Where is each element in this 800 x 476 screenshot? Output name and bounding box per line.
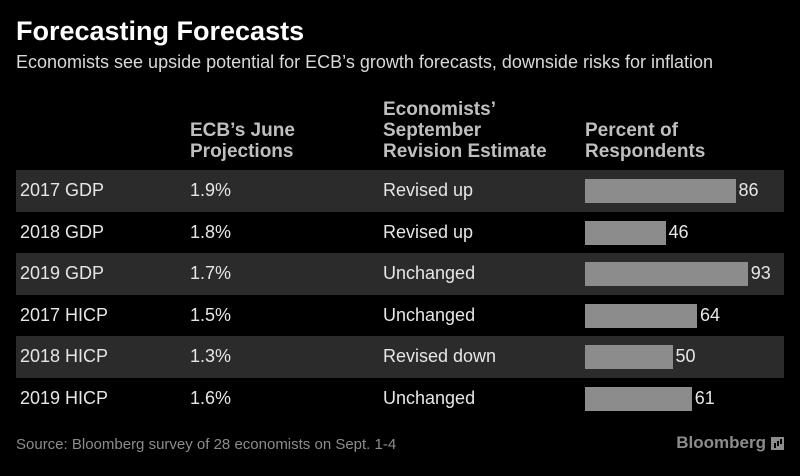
revision-estimate: Unchanged — [383, 387, 476, 408]
column-header-percent: Percent of Respondents — [585, 120, 706, 162]
projection-value: 1.3% — [190, 346, 232, 366]
bar-chart-icon — [771, 436, 784, 450]
source-note: Source: Bloomberg survey of 28 economist… — [16, 436, 397, 453]
row-label: 2018 HICP — [20, 346, 109, 366]
table-row: 2019 HICP 1.6% Unchanged 61 — [16, 378, 784, 420]
revision-estimate: Revised down — [383, 346, 497, 366]
chart-subtitle: Economists see upside potential for ECB’… — [16, 52, 713, 72]
percent-data-label: 86 — [738, 180, 759, 200]
percent-bar — [585, 303, 697, 328]
projection-value: 1.6% — [190, 387, 232, 408]
row-label: 2017 GDP — [20, 180, 105, 200]
percent-data-label: 64 — [700, 304, 721, 325]
percent-bar — [585, 386, 692, 411]
percent-bar — [585, 262, 748, 286]
projection-value: 1.7% — [190, 263, 232, 283]
percent-data-label: 50 — [675, 346, 696, 366]
table-row: 2017 GDP 1.9% Revised up 86 — [16, 170, 784, 212]
brand-logo: Bloomberg — [676, 433, 784, 453]
table-row: 2018 HICP 1.3% Revised down 50 — [16, 336, 784, 378]
percent-bar — [585, 220, 666, 245]
row-label: 2018 GDP — [20, 221, 105, 242]
revision-estimate: Revised up — [383, 180, 474, 200]
table-body: 2017 GDP 1.9% Revised up 86 2018 GDP 1.8% Revi… — [16, 170, 784, 419]
row-label: 2019 HICP — [20, 387, 109, 408]
revision-estimate: Unchanged — [383, 263, 476, 283]
revision-estimate: Revised up — [383, 221, 474, 242]
percent-bar — [585, 345, 673, 369]
table-row: 2018 GDP 1.8% Revised up 46 — [16, 212, 784, 254]
projection-value: 1.8% — [190, 221, 232, 242]
projection-value: 1.5% — [190, 304, 232, 325]
percent-data-label: 93 — [750, 263, 771, 283]
percent-data-label: 46 — [668, 221, 689, 242]
table-row: 2017 HICP 1.5% Unchanged 64 — [16, 295, 784, 337]
column-header-projections: ECB’s June Projections — [190, 120, 295, 162]
row-label: 2017 HICP — [20, 304, 109, 325]
percent-bar — [585, 179, 736, 203]
projection-value: 1.9% — [190, 180, 232, 200]
row-label: 2019 GDP — [20, 263, 105, 283]
chart-title: Forecasting Forecasts — [16, 16, 305, 46]
table-row: 2019 GDP 1.7% Unchanged 93 — [16, 253, 784, 295]
column-header-revision: Economists’ September Revision Estimate — [383, 99, 547, 162]
percent-data-label: 61 — [694, 387, 715, 408]
brand-name: Bloomberg — [676, 433, 766, 452]
revision-estimate: Unchanged — [383, 304, 476, 325]
